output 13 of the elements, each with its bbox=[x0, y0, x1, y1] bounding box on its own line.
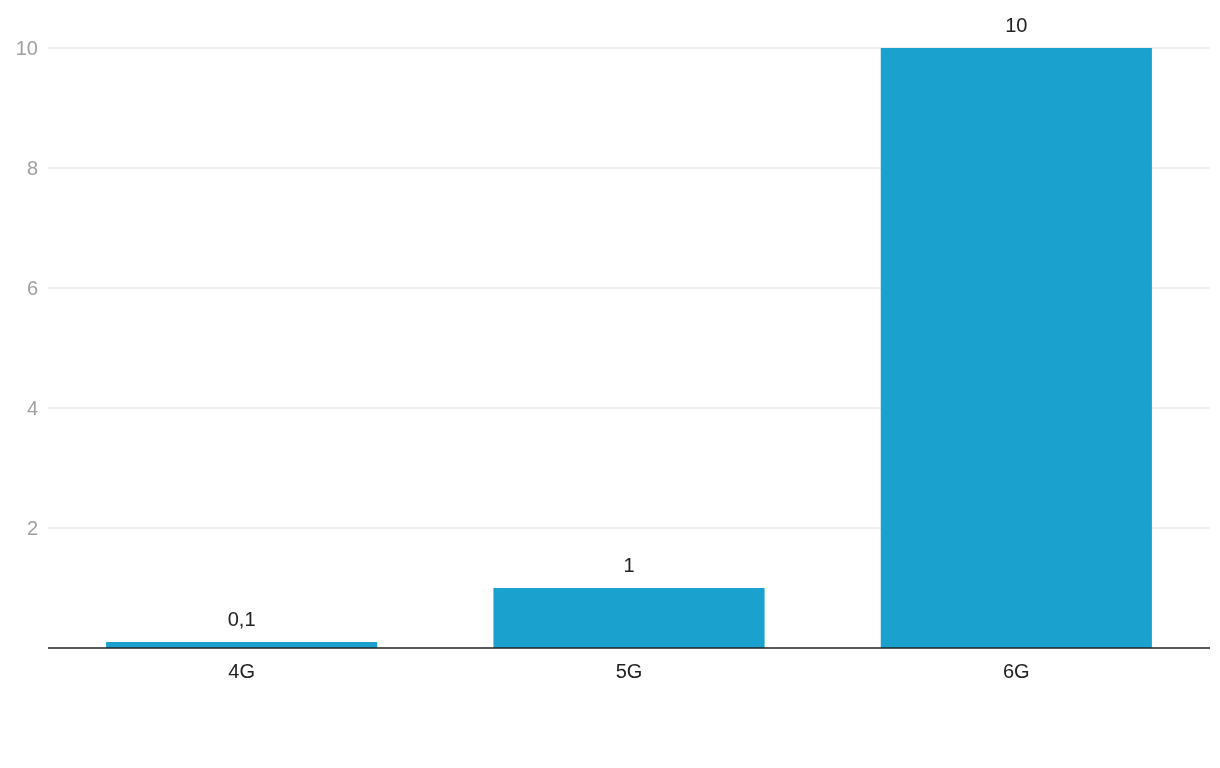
x-tick-label: 6G bbox=[1002, 660, 1030, 682]
bar bbox=[493, 588, 765, 648]
y-tick-label: 2 bbox=[26, 517, 38, 539]
x-tick-label: 5G bbox=[615, 660, 643, 682]
data-label: 10 bbox=[1005, 14, 1028, 36]
y-tick-label: 10 bbox=[15, 37, 38, 59]
y-tick-label: 6 bbox=[26, 277, 38, 299]
y-tick-label: 4 bbox=[26, 397, 38, 419]
y-tick-label: 8 bbox=[26, 157, 38, 179]
data-label: 1 bbox=[623, 554, 635, 576]
bar bbox=[880, 48, 1152, 648]
x-tick-label: 4G bbox=[228, 660, 256, 682]
data-label: 0,1 bbox=[227, 608, 256, 630]
